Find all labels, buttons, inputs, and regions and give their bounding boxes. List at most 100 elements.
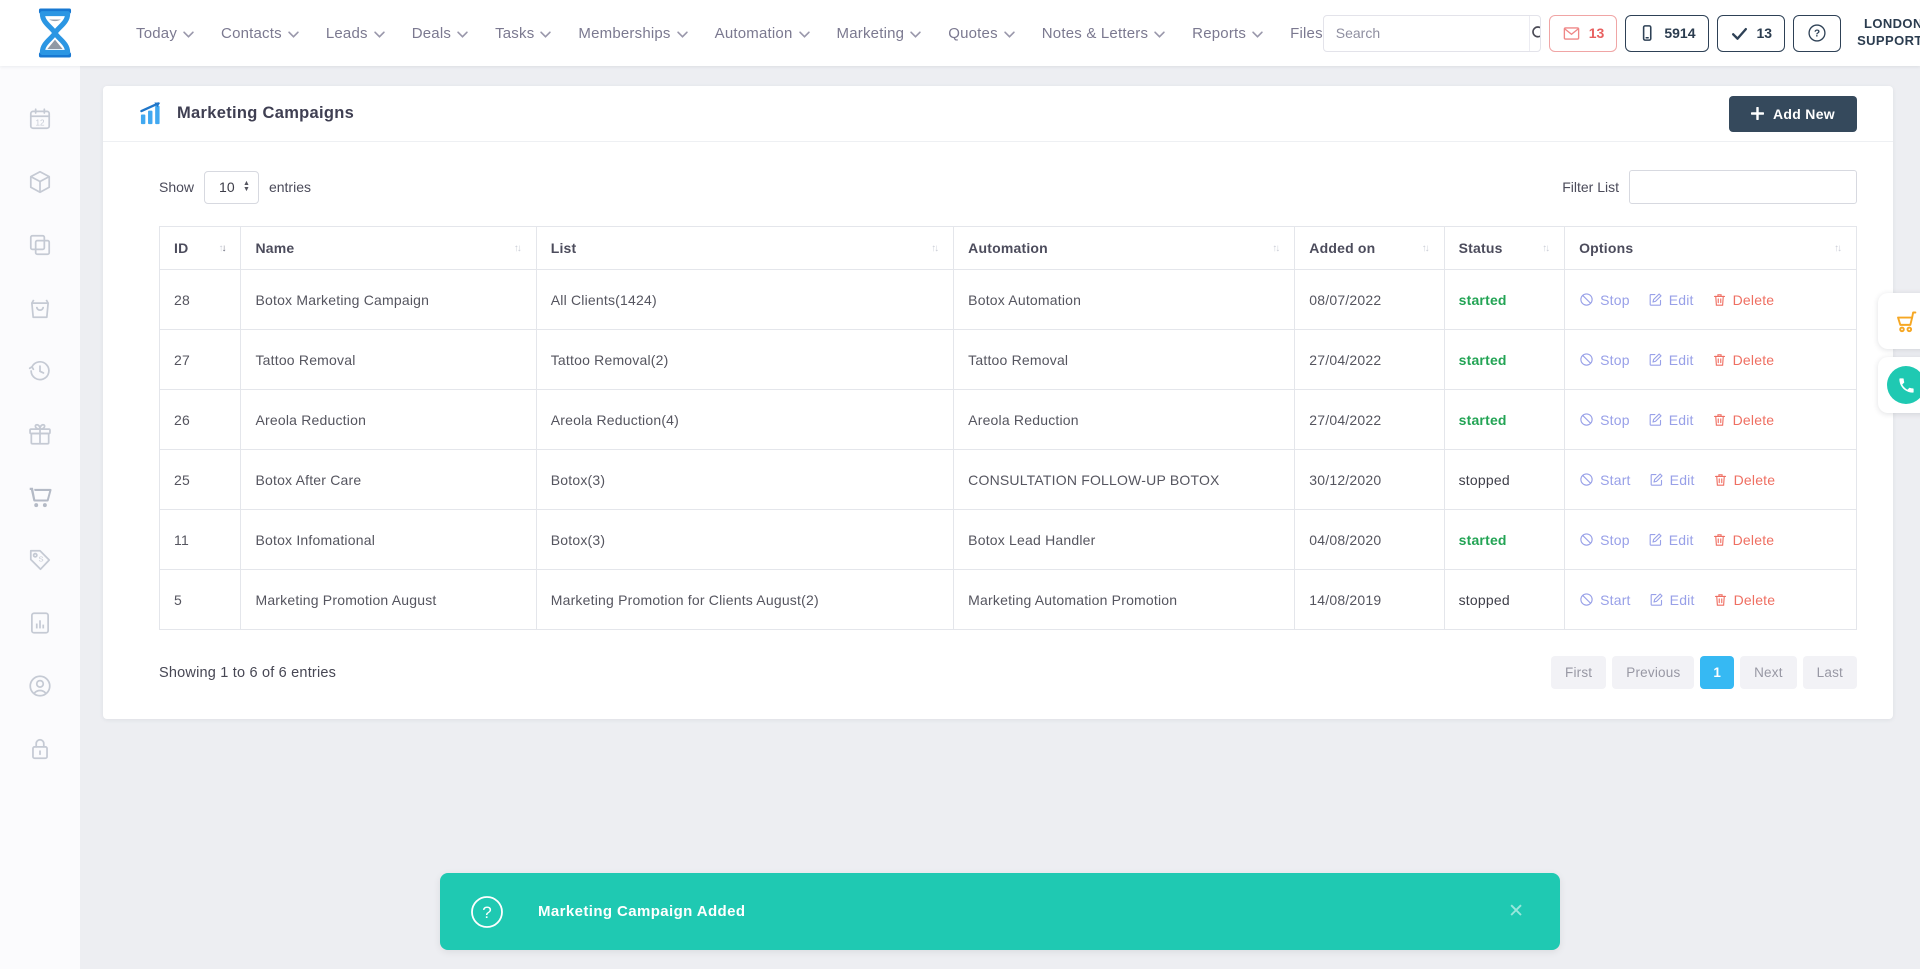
chevron-down-icon xyxy=(183,30,194,38)
cell-options: Start Edit Delete xyxy=(1564,449,1857,510)
nav-item[interactable]: Memberships xyxy=(578,25,688,42)
nav-item[interactable]: Automation xyxy=(715,25,810,42)
gift-icon[interactable] xyxy=(27,421,53,447)
calendar-icon[interactable]: 12 xyxy=(27,106,53,132)
nav-item[interactable]: Deals xyxy=(412,25,468,42)
column-header[interactable]: Automation ↑↓ xyxy=(953,226,1296,270)
pagination-last[interactable]: Last xyxy=(1802,656,1857,689)
page-length-wrapper: 10 ▲ ▼ xyxy=(204,170,259,204)
nav-item[interactable]: Leads xyxy=(326,25,385,42)
nav-item[interactable]: Today xyxy=(136,25,194,42)
edit-campaign-button[interactable]: Edit xyxy=(1648,352,1694,368)
nav-item[interactable]: Notes & Letters xyxy=(1042,25,1165,42)
nav-item[interactable]: Marketing xyxy=(837,25,922,42)
cell-added-on: 04/08/2020 xyxy=(1294,509,1445,570)
shopping-bag-icon[interactable] xyxy=(27,295,53,321)
search-box xyxy=(1322,14,1541,52)
price-tag-icon[interactable]: S xyxy=(27,547,53,573)
cart-icon[interactable] xyxy=(27,484,53,510)
column-header[interactable]: List ↑↓ xyxy=(535,226,955,270)
delete-campaign-button[interactable]: Delete xyxy=(1713,592,1776,608)
nav-item[interactable]: Reports xyxy=(1192,25,1263,42)
edit-campaign-button[interactable]: Edit xyxy=(1648,532,1694,548)
close-icon[interactable]: ✕ xyxy=(1508,901,1524,922)
nav-item-label: Tasks xyxy=(495,24,535,42)
cube-icon[interactable] xyxy=(27,169,53,195)
cell-added-on: 27/04/2022 xyxy=(1294,329,1445,390)
pagination-page-1[interactable]: 1 xyxy=(1700,656,1735,689)
pagination-previous[interactable]: Previous xyxy=(1612,656,1695,689)
delete-campaign-button[interactable]: Delete xyxy=(1712,532,1775,548)
cart-quick-button[interactable] xyxy=(1878,293,1920,349)
sms-count-badge[interactable]: 5914 xyxy=(1625,14,1709,52)
tasks-count: 13 xyxy=(1756,25,1773,41)
filter-list-input[interactable] xyxy=(1629,170,1857,204)
nav-item-label: Notes & Letters xyxy=(1041,24,1149,42)
toggle-campaign-button[interactable]: Stop xyxy=(1579,412,1630,428)
edit-campaign-button[interactable]: Edit xyxy=(1649,472,1695,488)
tasks-count-badge[interactable]: 13 xyxy=(1716,14,1786,52)
page-title: Marketing Campaigns xyxy=(139,101,354,126)
pagination-first[interactable]: First xyxy=(1551,656,1607,689)
delete-campaign-button[interactable]: Delete xyxy=(1712,292,1775,308)
nav-item[interactable]: Tasks xyxy=(495,24,552,42)
column-header[interactable]: Added on ↑↓ xyxy=(1294,226,1445,270)
toggle-campaign-button[interactable]: Stop xyxy=(1579,532,1630,548)
user-menu[interactable]: LONDON SUPPORT xyxy=(1857,13,1920,53)
cart-icon xyxy=(1893,308,1920,335)
cell-list: Marketing Promotion for Clients August(2… xyxy=(535,569,955,630)
edit-campaign-button[interactable]: Edit xyxy=(1648,412,1694,428)
toggle-campaign-button[interactable]: Start xyxy=(1579,472,1631,488)
envelope-icon xyxy=(1562,24,1581,43)
column-header[interactable]: Status ↑↓ xyxy=(1443,226,1566,270)
cell-name: Tattoo Removal xyxy=(240,329,537,390)
cell-automation: Marketing Automation Promotion xyxy=(953,569,1296,630)
search-input[interactable] xyxy=(1323,25,1529,41)
column-header[interactable]: Options ↑↓ xyxy=(1564,226,1857,270)
add-new-button[interactable]: Add New xyxy=(1729,95,1857,132)
table-row: 5 Marketing Promotion August Marketing P… xyxy=(158,569,1857,630)
cell-automation: CONSULTATION FOLLOW-UP BOTOX xyxy=(953,449,1296,510)
history-icon[interactable] xyxy=(27,358,53,384)
sort-arrows-icon: ↑↓ xyxy=(513,242,522,254)
toast-message: Marketing Campaign Added xyxy=(538,903,746,920)
phone-quick-button[interactable] xyxy=(1878,357,1920,413)
toggle-campaign-button[interactable]: Stop xyxy=(1579,292,1630,308)
table-header-row: ID ↑↓ Name ↑↓ List ↑↓ Automation ↑↓ Adde… xyxy=(158,226,1857,270)
toggle-campaign-button[interactable]: Start xyxy=(1579,592,1631,608)
question-icon: ? xyxy=(1807,23,1827,43)
sort-arrows-icon: ↑↓ xyxy=(218,242,226,254)
toggle-campaign-button[interactable]: Stop xyxy=(1579,352,1630,368)
cell-added-on: 08/07/2022 xyxy=(1294,269,1445,330)
delete-campaign-button[interactable]: Delete xyxy=(1712,412,1775,428)
select-arrows-icon: ▲ ▼ xyxy=(243,179,250,193)
delete-campaign-button[interactable]: Delete xyxy=(1712,352,1775,368)
nav-item[interactable]: Files xyxy=(1290,25,1323,42)
email-count-badge[interactable]: 13 xyxy=(1548,14,1618,52)
column-header[interactable]: ID ↑↓ xyxy=(158,226,242,270)
support-person-icon[interactable] xyxy=(27,673,53,699)
lock-icon[interactable] xyxy=(27,736,53,762)
delete-campaign-button[interactable]: Delete xyxy=(1713,472,1776,488)
email-count: 13 xyxy=(1588,25,1605,41)
search-icon[interactable] xyxy=(1528,15,1540,51)
copy-icon[interactable] xyxy=(27,232,53,258)
edit-campaign-button[interactable]: Edit xyxy=(1648,292,1694,308)
cell-added-on: 27/04/2022 xyxy=(1294,389,1445,450)
nav-item[interactable]: Contacts xyxy=(221,25,299,42)
hourglass-logo-icon[interactable] xyxy=(28,6,82,60)
cell-automation: Botox Automation xyxy=(953,269,1296,330)
svg-text:?: ? xyxy=(482,903,491,922)
column-header[interactable]: Name ↑↓ xyxy=(240,226,537,270)
nav-item[interactable]: Quotes xyxy=(948,25,1015,42)
help-badge[interactable]: ? xyxy=(1793,14,1842,52)
table-body: 28 Botox Marketing Campaign All Clients(… xyxy=(158,269,1857,630)
chevron-down-icon xyxy=(1004,30,1015,38)
edit-campaign-button[interactable]: Edit xyxy=(1649,592,1695,608)
chevron-down-icon xyxy=(798,30,810,38)
cell-list: Tattoo Removal(2) xyxy=(535,329,955,390)
chart-document-icon[interactable] xyxy=(27,610,53,636)
page-length-select[interactable]: 10 xyxy=(209,179,244,195)
pagination-next[interactable]: Next xyxy=(1740,656,1797,689)
nav-item-label: Leads xyxy=(325,24,368,42)
